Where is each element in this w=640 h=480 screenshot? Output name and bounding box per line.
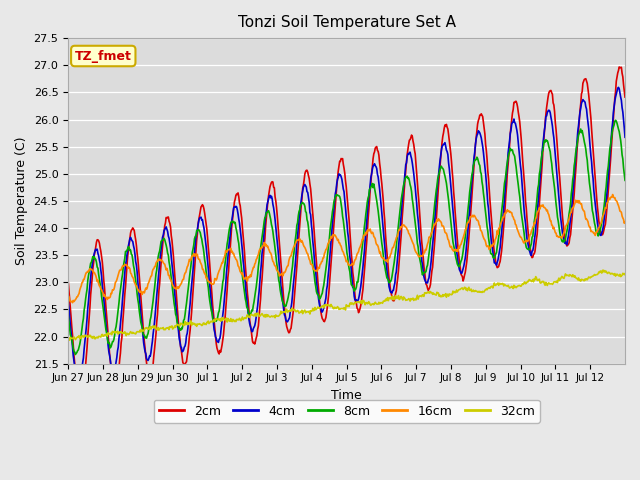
16cm <box>405 230 413 236</box>
32cm <box>260 314 268 320</box>
8cm <box>72 352 79 358</box>
X-axis label: Time: Time <box>332 389 362 402</box>
32cm <box>436 292 444 298</box>
2cm <box>260 243 268 249</box>
8cm <box>436 167 444 173</box>
Line: 4cm: 4cm <box>68 87 625 380</box>
8cm <box>621 178 629 183</box>
2cm <box>436 165 444 171</box>
4cm <box>233 204 241 210</box>
16cm <box>436 218 444 224</box>
16cm <box>621 219 629 225</box>
32cm <box>66 337 74 343</box>
Title: Tonzi Soil Temperature Set A: Tonzi Soil Temperature Set A <box>237 15 456 30</box>
2cm <box>131 228 138 233</box>
4cm <box>405 151 413 157</box>
8cm <box>612 118 620 123</box>
2cm <box>76 396 84 402</box>
4cm <box>614 84 622 90</box>
8cm <box>233 228 241 234</box>
4cm <box>74 377 81 383</box>
8cm <box>282 302 289 308</box>
32cm <box>233 317 241 323</box>
2cm <box>282 312 289 317</box>
16cm <box>609 192 616 197</box>
32cm <box>131 330 138 336</box>
Legend: 2cm, 4cm, 8cm, 16cm, 32cm: 2cm, 4cm, 8cm, 16cm, 32cm <box>154 400 540 422</box>
4cm <box>436 159 444 165</box>
8cm <box>131 266 138 272</box>
4cm <box>260 228 268 233</box>
16cm <box>260 240 268 245</box>
4cm <box>621 134 629 140</box>
32cm <box>621 271 629 276</box>
8cm <box>260 218 268 224</box>
2cm <box>621 94 629 100</box>
4cm <box>282 313 289 319</box>
Line: 16cm: 16cm <box>68 194 625 303</box>
2cm <box>64 278 72 284</box>
8cm <box>64 312 72 318</box>
16cm <box>282 269 289 275</box>
2cm <box>615 64 623 70</box>
Line: 8cm: 8cm <box>68 120 625 355</box>
Line: 32cm: 32cm <box>68 270 625 340</box>
16cm <box>64 293 72 299</box>
Y-axis label: Soil Temperature (C): Soil Temperature (C) <box>15 137 28 265</box>
4cm <box>64 299 72 304</box>
16cm <box>131 279 138 285</box>
32cm <box>600 267 607 273</box>
Text: TZ_fmet: TZ_fmet <box>75 49 132 62</box>
2cm <box>405 142 413 147</box>
4cm <box>131 246 138 252</box>
32cm <box>282 310 289 315</box>
32cm <box>64 337 72 343</box>
16cm <box>233 257 241 263</box>
8cm <box>405 175 413 181</box>
16cm <box>68 300 76 306</box>
32cm <box>405 296 413 301</box>
2cm <box>233 191 241 197</box>
Line: 2cm: 2cm <box>68 67 625 399</box>
